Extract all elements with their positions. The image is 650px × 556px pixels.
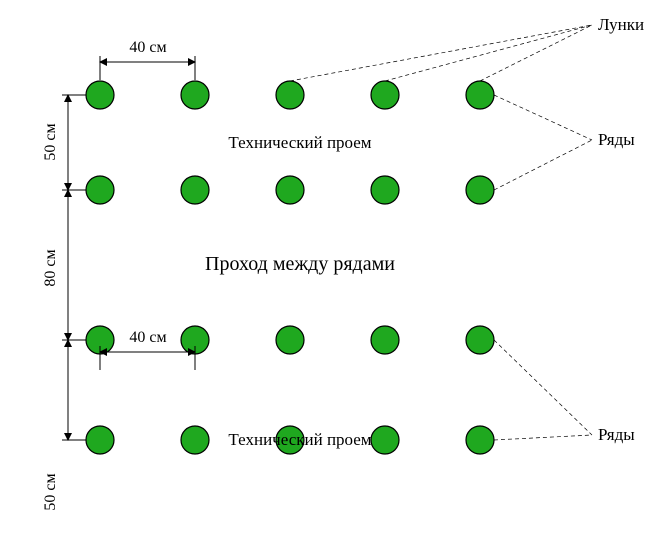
dim-50-bottom-label: 50 см bbox=[42, 473, 59, 510]
hole-r3-c3 bbox=[371, 426, 399, 454]
hole-r1-c0 bbox=[86, 176, 114, 204]
hole-r0-c4 bbox=[466, 81, 494, 109]
dim-40-top-label: 40 см bbox=[129, 39, 166, 56]
hole-r1-c4 bbox=[466, 176, 494, 204]
hole-r0-c1 bbox=[181, 81, 209, 109]
hole-r1-c2 bbox=[276, 176, 304, 204]
hole-r1-c3 bbox=[371, 176, 399, 204]
hole-r2-c4 bbox=[466, 326, 494, 354]
label-rows-bottom: Ряды bbox=[598, 425, 635, 444]
hole-r0-c3 bbox=[371, 81, 399, 109]
hole-r3-c4 bbox=[466, 426, 494, 454]
hole-r0-c0 bbox=[86, 81, 114, 109]
hole-r3-c1 bbox=[181, 426, 209, 454]
hole-r1-c1 bbox=[181, 176, 209, 204]
label-rows-top: Ряды bbox=[598, 130, 635, 149]
label-holes: Лунки bbox=[598, 15, 644, 34]
hole-r2-c3 bbox=[371, 326, 399, 354]
dim-40-bottom-label: 40 см bbox=[129, 329, 166, 346]
label-tech-gap-top: Технический проем bbox=[228, 133, 371, 152]
label-passage: Проход между рядами bbox=[205, 253, 395, 275]
dim-50-top-label: 50 см bbox=[42, 123, 59, 160]
hole-r0-c2 bbox=[276, 81, 304, 109]
label-tech-gap-bottom: Технический проем bbox=[228, 430, 371, 449]
dim-80-label: 80 см bbox=[42, 249, 59, 286]
hole-r3-c0 bbox=[86, 426, 114, 454]
hole-r2-c2 bbox=[276, 326, 304, 354]
